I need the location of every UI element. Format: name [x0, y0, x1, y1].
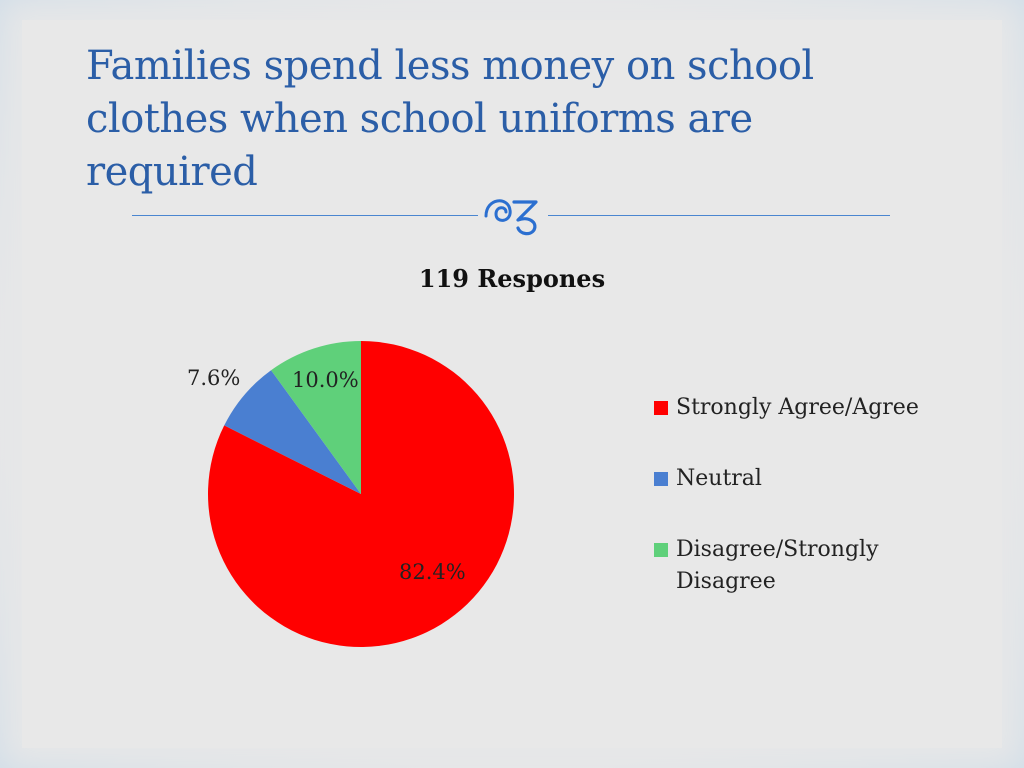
legend-swatch-blue	[654, 472, 668, 486]
flourish-icon	[484, 199, 538, 236]
legend-swatch-red	[654, 401, 668, 415]
legend-item-strongly-agree: Strongly Agree/Agree	[654, 392, 954, 424]
legend-swatch-green	[654, 543, 668, 557]
pie-slice-neutral	[224, 370, 361, 494]
chart-title: 119 Respones	[418, 264, 606, 293]
legend-label: Neutral	[676, 466, 762, 491]
legend-label: Strongly Agree/Agree	[676, 395, 919, 420]
pie-slice-disagree	[271, 341, 361, 494]
title-divider-left	[132, 215, 478, 216]
slice-label-strongly-agree: 82.4%	[399, 560, 466, 584]
legend-item-neutral: Neutral	[654, 463, 954, 495]
pie-slice-strongly-agree	[207, 341, 515, 648]
slide-title: Families spend less money on school clot…	[86, 43, 814, 195]
title-divider-right	[548, 215, 890, 216]
chart-legend: Strongly Agree/Agree Neutral Disagree/St…	[654, 392, 954, 598]
slide-panel	[22, 20, 1002, 748]
slice-label-neutral: 7.6%	[187, 366, 241, 390]
legend-item-disagree: Disagree/Strongly Disagree	[654, 534, 916, 598]
slice-label-disagree: 10.0%	[292, 368, 359, 392]
legend-label: Disagree/Strongly Disagree	[676, 537, 879, 594]
